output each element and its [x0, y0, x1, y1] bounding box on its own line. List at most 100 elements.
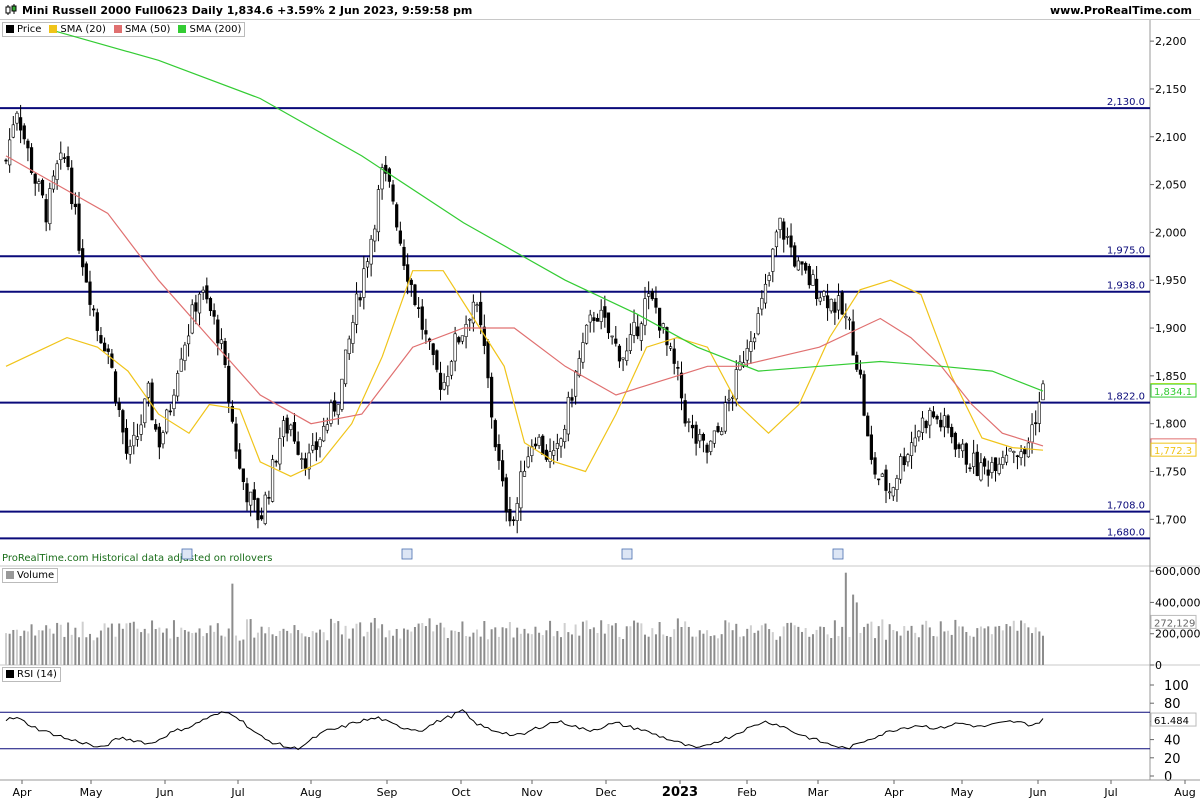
volume-bar — [322, 632, 325, 665]
volume-bar — [476, 629, 479, 665]
volume-bar — [549, 620, 552, 665]
volume-bar — [421, 623, 424, 665]
candle-body — [1015, 455, 1020, 457]
candle-body — [84, 263, 88, 283]
candle-body — [997, 463, 1001, 474]
candlestick-logo-icon — [5, 4, 17, 15]
volume-bar — [286, 630, 289, 665]
candle-body — [446, 376, 450, 387]
candle-body — [705, 444, 709, 453]
volume-bar — [538, 632, 541, 665]
x-axis-label: Jun — [1028, 786, 1046, 799]
candle-body — [731, 396, 735, 399]
candle-body — [909, 442, 914, 456]
candle-body — [318, 439, 322, 448]
volume-bar — [1020, 620, 1023, 665]
candle-body — [1023, 448, 1027, 455]
volume-bar — [1009, 626, 1012, 665]
volume-bar — [242, 639, 245, 665]
sma20-swatch — [49, 25, 58, 33]
volume-bar — [581, 621, 584, 665]
volume-bar — [866, 623, 869, 665]
brand-url[interactable]: www.ProRealTime.com — [1049, 4, 1192, 17]
candle-body — [552, 450, 556, 456]
volume-bar — [910, 625, 913, 665]
volume-bar — [326, 640, 329, 665]
candle-body — [734, 369, 738, 400]
volume-bar — [917, 637, 920, 665]
candle-body — [866, 415, 870, 437]
volume-bar — [256, 632, 259, 665]
volume-bar — [508, 621, 511, 665]
candle-body — [672, 348, 676, 364]
x-axis-label: 2023 — [662, 785, 698, 800]
candle-body — [811, 274, 815, 286]
candle-body — [354, 293, 359, 325]
volume-bar — [1038, 631, 1041, 665]
candle-body — [128, 445, 132, 455]
candle-body — [380, 167, 384, 190]
rsi-axis-label: 100 — [1164, 679, 1189, 694]
volume-bar — [333, 623, 336, 665]
volume-bar — [629, 626, 632, 665]
volume-bar — [870, 621, 873, 665]
rsi-last-label: 61.484 — [1154, 716, 1189, 727]
volume-bar — [852, 594, 855, 665]
candle-body — [179, 358, 183, 372]
candle-body — [475, 304, 479, 307]
volume-bar — [271, 634, 274, 665]
x-axis-label: May — [951, 786, 974, 799]
candle-body — [917, 430, 921, 438]
candle-body — [701, 433, 706, 441]
candle-body — [92, 308, 96, 311]
candle-body — [683, 400, 687, 424]
volume-bar — [691, 636, 694, 665]
candle-body — [343, 349, 348, 385]
candle-body — [124, 427, 129, 454]
candle-body — [555, 443, 559, 449]
volume-bar — [180, 627, 183, 665]
volume-bar — [979, 626, 982, 665]
volume-bar — [939, 621, 942, 665]
volume-bar — [191, 633, 194, 665]
candle-body — [406, 264, 410, 282]
volume-bar — [914, 632, 917, 665]
last-value-tag — [1150, 383, 1197, 398]
candle-body — [241, 468, 245, 483]
volume-bar — [147, 633, 150, 665]
volume-bar — [165, 628, 168, 665]
candle-body — [135, 436, 140, 440]
candle-body — [628, 334, 632, 351]
volume-bar — [764, 623, 767, 665]
candle-body — [113, 371, 118, 403]
candle-body — [530, 446, 534, 456]
x-axis-label: May — [80, 786, 103, 799]
candle-body — [296, 441, 300, 455]
volume-bar — [355, 623, 358, 665]
volume-bar — [176, 636, 179, 665]
volume-bar — [348, 638, 351, 665]
candle-body — [946, 415, 950, 428]
volume-bar — [855, 602, 858, 665]
candle-body — [767, 275, 771, 281]
volume-bar — [308, 637, 311, 665]
volume-bar — [490, 629, 493, 665]
volume-bar — [85, 637, 88, 665]
volume-bar — [640, 623, 643, 665]
candle-body — [895, 478, 899, 490]
candle-body — [789, 235, 793, 248]
candle-body — [621, 357, 625, 360]
rsi-swatch — [6, 670, 14, 678]
volume-bar — [753, 632, 756, 665]
candle-body — [957, 444, 961, 449]
candle-body — [822, 291, 826, 297]
volume-bar — [88, 633, 91, 665]
volume-bar — [340, 634, 343, 665]
candle-body — [95, 312, 99, 331]
volume-bar — [30, 624, 33, 665]
candle-body — [617, 345, 622, 362]
candle-body — [1026, 442, 1030, 458]
volume-bar — [56, 622, 59, 665]
volume-bar — [432, 631, 435, 665]
